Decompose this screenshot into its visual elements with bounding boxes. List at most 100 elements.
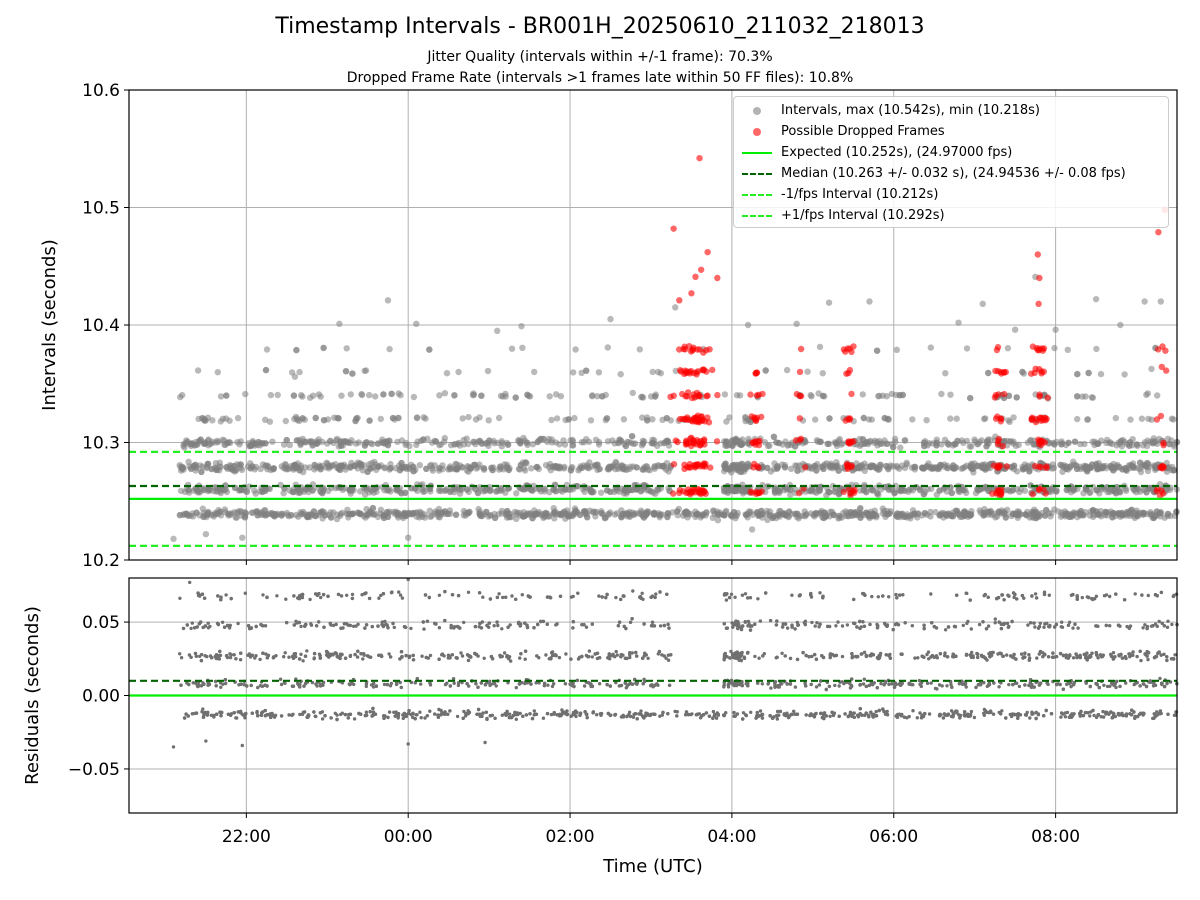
interval-point xyxy=(348,485,355,493)
interval-point xyxy=(584,464,592,472)
interval-point xyxy=(1126,510,1134,517)
interval-point xyxy=(341,438,348,445)
interval-point xyxy=(361,367,368,375)
interval-point xyxy=(185,512,192,519)
interval-point xyxy=(308,439,315,446)
interval-point xyxy=(585,438,593,445)
interval-point xyxy=(892,438,899,446)
interval-point xyxy=(967,394,974,402)
dropped-frame-point xyxy=(696,346,703,353)
interval-point xyxy=(869,487,876,494)
interval-point xyxy=(216,508,224,515)
interval-point xyxy=(1102,508,1109,516)
interval-point xyxy=(909,416,916,423)
interval-point xyxy=(319,508,326,515)
dropped-frame-point xyxy=(1043,464,1050,472)
interval-point xyxy=(402,489,409,496)
dropped-frame-point xyxy=(1001,390,1008,398)
interval-point xyxy=(306,394,314,401)
interval-point xyxy=(1128,462,1135,469)
interval-point xyxy=(651,509,658,516)
interval-point xyxy=(985,369,992,377)
interval-point xyxy=(574,483,581,490)
dropped-frame-point xyxy=(995,391,1002,398)
interval-point xyxy=(572,346,579,353)
interval-point xyxy=(1010,414,1017,421)
interval-point xyxy=(545,513,552,520)
dropped-frame-point xyxy=(695,438,702,446)
interval-point xyxy=(1109,510,1116,518)
interval-point xyxy=(812,416,819,423)
interval-point xyxy=(983,443,990,450)
interval-point xyxy=(223,463,230,471)
interval-point xyxy=(1157,298,1165,305)
interval-point xyxy=(1058,441,1065,448)
interval-point xyxy=(1112,414,1120,422)
interval-point xyxy=(1043,506,1050,514)
interval-point xyxy=(942,370,949,377)
interval-point xyxy=(274,391,281,399)
interval-point xyxy=(491,514,499,522)
dropped-frame-point xyxy=(797,345,805,353)
interval-point xyxy=(371,458,378,466)
interval-point xyxy=(377,506,385,513)
interval-point xyxy=(496,463,504,470)
interval-point xyxy=(1148,416,1155,423)
interval-point xyxy=(478,392,485,399)
interval-point xyxy=(628,433,636,440)
interval-point xyxy=(942,511,949,518)
dropped-frame-point xyxy=(1003,463,1010,470)
interval-point xyxy=(874,490,881,497)
interval-point xyxy=(649,368,656,376)
dropped-frame-point xyxy=(1035,300,1042,308)
interval-point xyxy=(493,488,500,495)
interval-point xyxy=(198,468,205,476)
interval-point xyxy=(342,368,350,375)
interval-point xyxy=(1093,345,1100,353)
interval-point xyxy=(293,346,300,354)
interval-point xyxy=(911,463,918,471)
interval-point xyxy=(587,417,595,424)
interval-point xyxy=(291,462,298,469)
residual-point xyxy=(352,717,357,721)
interval-point xyxy=(1098,483,1105,491)
dropped-frame-point xyxy=(702,463,709,470)
interval-point xyxy=(1117,511,1124,518)
dropped-frame-point xyxy=(697,490,704,497)
interval-point xyxy=(529,441,537,448)
interval-point xyxy=(629,486,636,494)
dropped-frame-point xyxy=(842,348,849,355)
interval-point xyxy=(296,368,303,376)
interval-point xyxy=(937,511,944,518)
dropped-frame-point xyxy=(701,441,708,448)
interval-point xyxy=(529,487,536,494)
interval-point xyxy=(1149,440,1157,447)
interval-point xyxy=(1022,511,1029,518)
interval-point xyxy=(369,440,376,448)
interval-point xyxy=(441,508,449,515)
interval-point xyxy=(1116,463,1123,471)
interval-point xyxy=(512,394,519,401)
interval-point xyxy=(607,488,614,495)
interval-point xyxy=(807,391,814,399)
interval-point xyxy=(452,511,460,519)
interval-point xyxy=(619,510,626,518)
interval-point xyxy=(366,417,373,424)
series-intervals xyxy=(170,273,1181,543)
interval-point xyxy=(293,437,301,444)
residual-point xyxy=(496,623,500,628)
interval-point xyxy=(305,511,312,519)
dropped-frame-point xyxy=(692,489,699,496)
interval-point xyxy=(826,489,833,496)
interval-point xyxy=(382,438,390,446)
interval-point xyxy=(463,486,471,493)
interval-point xyxy=(384,297,392,304)
interval-point xyxy=(553,415,561,422)
interval-point xyxy=(588,393,596,400)
interval-point xyxy=(955,511,963,518)
interval-point xyxy=(518,322,525,330)
interval-point xyxy=(639,440,647,447)
interval-point xyxy=(925,460,932,467)
interval-point xyxy=(1110,487,1118,494)
interval-point xyxy=(262,366,270,374)
